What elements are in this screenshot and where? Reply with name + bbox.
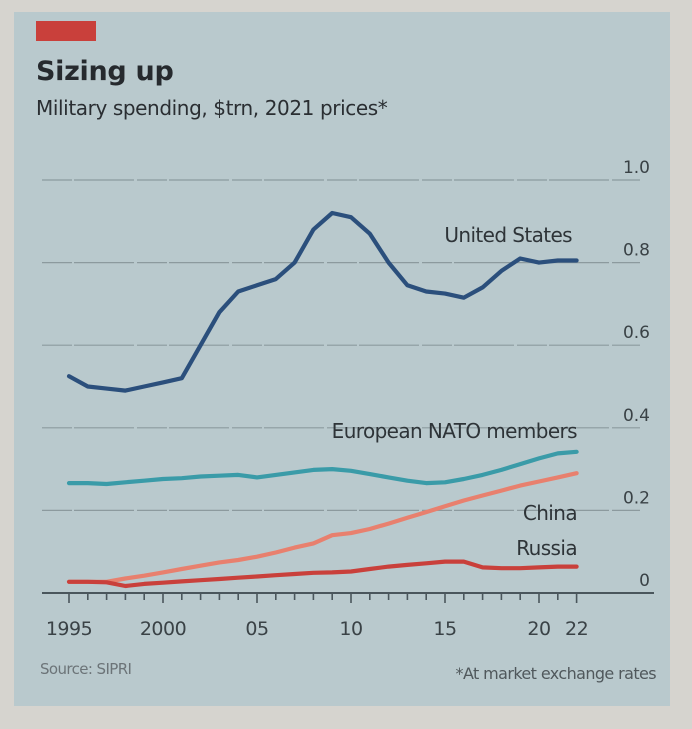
gridlines xyxy=(42,179,640,511)
chart-panel: Sizing up Military spending, $trn, 2021 … xyxy=(14,12,670,706)
y-axis-labels: 0 0.2 0.4 0.6 0.8 1.0 xyxy=(623,158,650,591)
series-label-russia: Russia xyxy=(516,536,577,560)
series-line-russia xyxy=(66,559,579,589)
series-label-china: China xyxy=(523,501,577,525)
x-tick-label: 05 xyxy=(245,618,268,640)
series-line-china xyxy=(66,471,579,584)
y-tick-label: 0.8 xyxy=(623,241,650,261)
series-lines xyxy=(66,210,579,589)
x-tick-label: 2000 xyxy=(140,618,186,640)
x-tick-label: 1995 xyxy=(46,618,92,640)
y-tick-label: 0.4 xyxy=(623,406,650,426)
series-label-united-states: United States xyxy=(444,223,572,247)
x-tick-label: 15 xyxy=(433,618,456,640)
y-tick-label: 0.2 xyxy=(623,488,650,508)
chart-title: Sizing up xyxy=(36,56,174,87)
red-tag-marker xyxy=(36,21,96,41)
y-tick-label: 0 xyxy=(639,571,650,591)
y-tick-label: 0.6 xyxy=(623,323,650,343)
series-line-united-states xyxy=(66,210,579,393)
y-tick-label: 1.0 xyxy=(623,158,650,178)
footnote: *At market exchange rates xyxy=(455,664,657,683)
x-axis: 1995 2000 05 10 15 20 22 xyxy=(42,592,654,640)
source-note: Source: SIPRI xyxy=(40,660,132,678)
x-tick-label: 22 xyxy=(565,618,588,640)
x-tick-label: 20 xyxy=(527,618,550,640)
series-line-european-nato-members xyxy=(66,449,579,487)
x-tick-label: 10 xyxy=(339,618,362,640)
series-label-european-nato-members: European NATO members xyxy=(332,419,578,443)
chart-subtitle: Military spending, $trn, 2021 prices* xyxy=(36,96,388,120)
series-labels: United States European NATO members China R… xyxy=(332,223,578,560)
